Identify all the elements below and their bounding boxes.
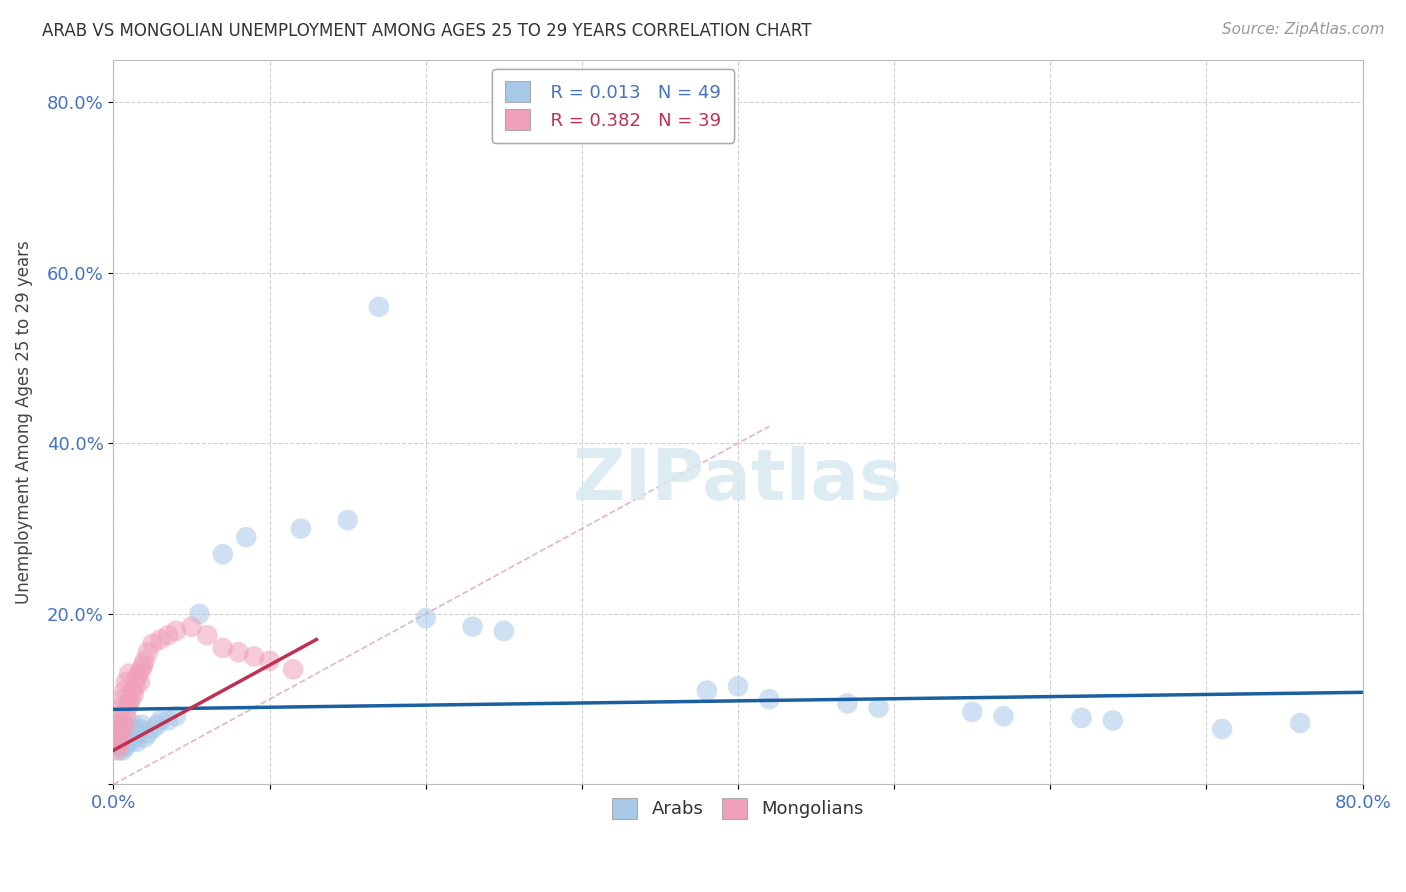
- Point: [1289, 716, 1312, 731]
- Point: [129, 675, 152, 690]
- Point: [149, 714, 172, 728]
- Point: [211, 547, 233, 561]
- Point: [243, 649, 266, 664]
- Point: [180, 620, 202, 634]
- Point: [141, 722, 163, 736]
- Point: [129, 722, 152, 736]
- Point: [134, 654, 156, 668]
- Point: [110, 722, 132, 736]
- Point: [259, 654, 281, 668]
- Point: [115, 709, 138, 723]
- Point: [108, 735, 131, 749]
- Point: [1211, 722, 1233, 736]
- Point: [149, 632, 172, 647]
- Point: [107, 717, 129, 731]
- Point: [336, 513, 359, 527]
- Point: [125, 671, 148, 685]
- Point: [118, 666, 141, 681]
- Point: [112, 731, 135, 745]
- Point: [1101, 714, 1123, 728]
- Point: [107, 717, 129, 731]
- Point: [108, 731, 131, 745]
- Point: [110, 739, 132, 753]
- Point: [134, 731, 156, 745]
- Point: [195, 628, 218, 642]
- Point: [188, 607, 211, 621]
- Point: [290, 522, 312, 536]
- Point: [121, 722, 143, 736]
- Point: [235, 530, 257, 544]
- Point: [111, 722, 134, 736]
- Point: [696, 683, 718, 698]
- Point: [118, 697, 141, 711]
- Point: [415, 611, 437, 625]
- Point: [108, 743, 131, 757]
- Point: [127, 726, 149, 740]
- Point: [165, 624, 187, 638]
- Point: [136, 726, 159, 740]
- Point: [105, 726, 128, 740]
- Point: [1070, 711, 1092, 725]
- Point: [125, 735, 148, 749]
- Point: [105, 726, 128, 740]
- Point: [111, 743, 134, 757]
- Point: [837, 697, 859, 711]
- Point: [165, 709, 187, 723]
- Point: [868, 700, 890, 714]
- Point: [112, 683, 135, 698]
- Point: [131, 717, 153, 731]
- Y-axis label: Unemployment Among Ages 25 to 29 years: Unemployment Among Ages 25 to 29 years: [15, 240, 32, 604]
- Point: [118, 726, 141, 740]
- Point: [112, 717, 135, 731]
- Point: [146, 717, 169, 731]
- Point: [124, 679, 146, 693]
- Point: [141, 637, 163, 651]
- Point: [492, 624, 515, 638]
- Point: [120, 692, 142, 706]
- Point: [111, 692, 134, 706]
- Point: [132, 658, 155, 673]
- Point: [112, 717, 135, 731]
- Point: [131, 662, 153, 676]
- Point: [962, 705, 984, 719]
- Point: [115, 739, 138, 753]
- Point: [136, 645, 159, 659]
- Point: [122, 688, 145, 702]
- Point: [107, 735, 129, 749]
- Point: [122, 717, 145, 731]
- Point: [117, 700, 139, 714]
- Point: [124, 731, 146, 745]
- Point: [368, 300, 391, 314]
- Point: [157, 628, 180, 642]
- Point: [758, 692, 780, 706]
- Point: [121, 683, 143, 698]
- Point: [110, 700, 132, 714]
- Point: [461, 620, 484, 634]
- Point: [115, 675, 138, 690]
- Text: ARAB VS MONGOLIAN UNEMPLOYMENT AMONG AGES 25 TO 29 YEARS CORRELATION CHART: ARAB VS MONGOLIAN UNEMPLOYMENT AMONG AGE…: [42, 22, 811, 40]
- Text: Source: ZipAtlas.com: Source: ZipAtlas.com: [1222, 22, 1385, 37]
- Legend: Arabs, Mongolians: Arabs, Mongolians: [605, 791, 872, 826]
- Point: [117, 731, 139, 745]
- Point: [228, 645, 250, 659]
- Point: [108, 709, 131, 723]
- Point: [211, 640, 233, 655]
- Point: [281, 662, 304, 676]
- Point: [110, 731, 132, 745]
- Text: ZIPatlas: ZIPatlas: [574, 445, 903, 515]
- Point: [157, 714, 180, 728]
- Point: [127, 666, 149, 681]
- Point: [105, 743, 128, 757]
- Point: [111, 735, 134, 749]
- Point: [727, 679, 749, 693]
- Point: [107, 739, 129, 753]
- Point: [993, 709, 1015, 723]
- Point: [120, 735, 142, 749]
